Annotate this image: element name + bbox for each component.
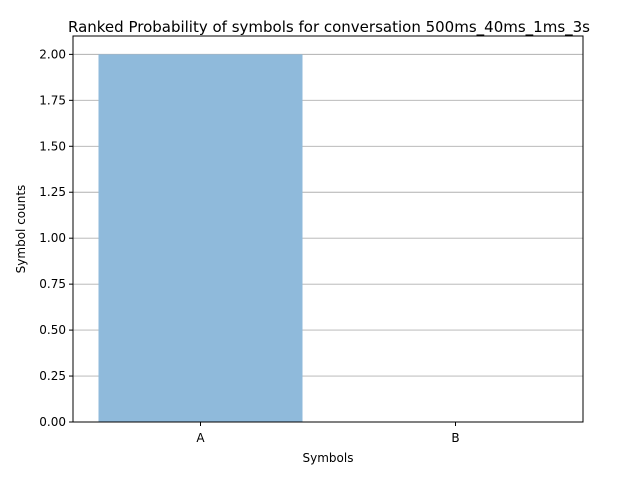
y-ticks: 0.00 0.25 0.50 0.75 1.00 1.25 1.50 1.75 2.00 <box>39 47 73 429</box>
y-tick-label: 0.00 <box>39 415 66 429</box>
plot-frame <box>72 35 584 423</box>
y-tick-label: 0.50 <box>39 323 66 337</box>
y-tick-label: 1.50 <box>39 139 66 153</box>
y-tick-label: 2.00 <box>39 47 66 61</box>
y-tick-label: 0.75 <box>39 277 66 291</box>
bars <box>98 54 303 422</box>
y-tick-label: 1.00 <box>39 231 66 245</box>
x-tick-label: A <box>196 431 205 445</box>
bar-A <box>98 54 303 422</box>
y-tick-label: 1.75 <box>39 93 66 107</box>
x-tick-label: B <box>451 431 459 445</box>
chart-title: Ranked Probability of symbols for conver… <box>68 18 590 37</box>
y-tick-label: 0.25 <box>39 369 66 383</box>
y-axis-label: Symbol counts <box>14 185 28 274</box>
x-axis-label: Symbols <box>303 451 354 465</box>
y-tick-label: 1.25 <box>39 185 66 199</box>
